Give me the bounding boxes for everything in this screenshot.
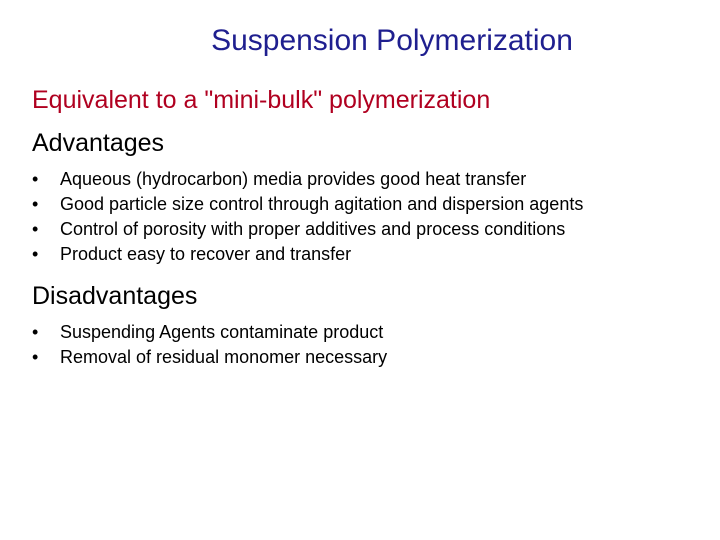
list-item: • Product easy to recover and transfer	[32, 243, 688, 266]
list-item-text: Product easy to recover and transfer	[60, 243, 351, 266]
list-item-text: Aqueous (hydrocarbon) media provides goo…	[60, 168, 526, 191]
list-item: • Control of porosity with proper additi…	[32, 218, 688, 241]
slide: Suspension Polymerization Equivalent to …	[0, 0, 720, 540]
subtitle: Equivalent to a "mini-bulk" polymerizati…	[32, 86, 688, 115]
list-item-text: Removal of residual monomer necessary	[60, 346, 387, 369]
list-item: • Good particle size control through agi…	[32, 193, 688, 216]
list-item-text: Good particle size control through agita…	[60, 193, 583, 216]
bullet-icon: •	[32, 322, 60, 343]
list-item: • Removal of residual monomer necessary	[32, 346, 688, 369]
bullet-icon: •	[32, 169, 60, 190]
list-item-text: Suspending Agents contaminate product	[60, 321, 383, 344]
disadvantages-list: • Suspending Agents contaminate product …	[32, 321, 688, 369]
bullet-icon: •	[32, 194, 60, 215]
page-title: Suspension Polymerization	[122, 24, 662, 58]
bullet-icon: •	[32, 244, 60, 265]
advantages-list: • Aqueous (hydrocarbon) media provides g…	[32, 168, 688, 266]
bullet-icon: •	[32, 347, 60, 368]
list-item: • Suspending Agents contaminate product	[32, 321, 688, 344]
bullet-icon: •	[32, 219, 60, 240]
advantages-heading: Advantages	[32, 129, 688, 158]
list-item-text: Control of porosity with proper additive…	[60, 218, 565, 241]
disadvantages-heading: Disadvantages	[32, 282, 688, 311]
list-item: • Aqueous (hydrocarbon) media provides g…	[32, 168, 688, 191]
